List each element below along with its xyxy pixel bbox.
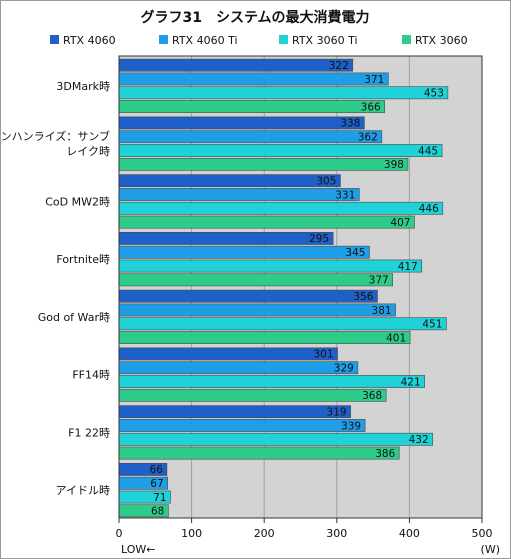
data-label: 417 <box>398 261 418 273</box>
bar <box>118 273 394 287</box>
bar <box>118 405 351 419</box>
data-label: 377 <box>369 275 389 287</box>
legend: RTX 4060 RTX 4060 Ti RTX 3060 Ti RTX 3060 <box>50 34 468 47</box>
category-label: 3DMark時 <box>56 80 110 93</box>
category-label: アイドル時 <box>56 484 110 497</box>
data-label: 401 <box>386 332 406 344</box>
data-label: 339 <box>341 420 361 432</box>
category-label: レイク時 <box>66 145 110 158</box>
bar <box>118 375 425 388</box>
legend-swatch <box>159 35 168 44</box>
data-label: 356 <box>353 291 373 303</box>
x-tick-label: 300 <box>326 527 347 540</box>
legend-swatch <box>50 35 59 44</box>
bar <box>118 116 365 130</box>
legend-swatch <box>279 35 288 44</box>
data-label: 362 <box>358 132 378 144</box>
bar <box>118 100 386 113</box>
data-label: 331 <box>335 189 355 201</box>
data-label: 432 <box>409 434 429 446</box>
x-tick-label: 100 <box>181 527 202 540</box>
data-label: 446 <box>419 203 439 215</box>
legend-swatch <box>402 35 411 44</box>
bar <box>118 245 370 259</box>
legend-label: RTX 4060 <box>63 34 116 47</box>
bar <box>118 289 378 303</box>
legend-label: RTX 4060 Ti <box>172 34 238 47</box>
data-label: 445 <box>418 145 438 157</box>
category-label: CoD MW2時 <box>45 195 110 208</box>
data-label: 398 <box>384 159 404 171</box>
bar <box>118 201 444 215</box>
data-label: 368 <box>362 390 382 402</box>
data-label: 453 <box>424 88 444 100</box>
bar <box>118 232 334 245</box>
chart-title: グラフ31 システムの最大消費電力 <box>140 9 369 26</box>
bar <box>118 317 447 331</box>
bar <box>118 259 423 273</box>
bar <box>118 72 389 86</box>
category-label: Fortnite時 <box>56 253 110 266</box>
x-axis-unit: (W) <box>481 543 500 556</box>
data-label: 329 <box>334 363 354 375</box>
bar <box>118 86 449 100</box>
data-label: 451 <box>422 319 442 331</box>
data-label: 305 <box>316 175 336 187</box>
data-label: 386 <box>375 448 395 460</box>
data-label: 295 <box>309 233 329 245</box>
data-label: 66 <box>150 464 164 476</box>
bar <box>118 58 354 72</box>
category-label: モンハンライズ：サンブ <box>0 129 110 143</box>
bar <box>118 432 433 446</box>
data-label: 407 <box>390 217 410 229</box>
data-label: 381 <box>372 305 392 317</box>
x-tick-label: 500 <box>472 527 493 540</box>
data-label: 322 <box>329 60 349 72</box>
bar <box>118 388 387 402</box>
bar <box>118 303 396 317</box>
data-label: 338 <box>340 118 360 130</box>
bar <box>118 361 359 375</box>
data-label: 366 <box>361 101 381 113</box>
data-label: 345 <box>345 247 365 259</box>
data-label: 371 <box>364 74 384 86</box>
x-tick-label: 200 <box>254 527 275 540</box>
x-tick-label: 0 <box>116 527 123 540</box>
bar <box>118 174 341 188</box>
category-label: God of War時 <box>38 311 110 324</box>
data-label: 301 <box>313 349 333 361</box>
data-label: 319 <box>327 406 347 418</box>
bar <box>118 144 443 157</box>
data-label: 71 <box>153 492 166 504</box>
bar <box>118 446 400 460</box>
x-axis: 0 100 200 300 400 500 LOW← (W) <box>116 518 500 556</box>
bar <box>118 215 415 229</box>
x-axis-low-label: LOW← <box>121 543 156 556</box>
legend-label: RTX 3060 Ti <box>292 34 358 47</box>
plot-border <box>118 55 483 519</box>
bar <box>118 419 366 432</box>
bar <box>118 331 411 344</box>
bar <box>118 347 338 361</box>
bar <box>118 188 360 201</box>
data-label: 67 <box>150 478 163 490</box>
bar <box>118 130 383 144</box>
x-tick-label: 400 <box>399 527 420 540</box>
data-label: 421 <box>401 376 421 388</box>
legend-label: RTX 3060 <box>415 34 468 47</box>
bar <box>118 157 409 171</box>
category-label: F1 22時 <box>68 426 110 439</box>
category-label: FF14時 <box>72 369 110 382</box>
data-label: 68 <box>151 506 164 518</box>
